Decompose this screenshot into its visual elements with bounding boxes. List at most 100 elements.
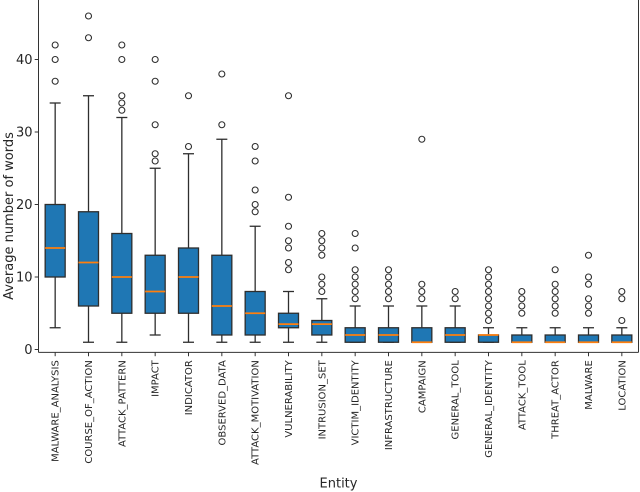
flier-point <box>318 287 326 296</box>
x-tick-label: GENERAL_IDENTITY <box>484 359 495 457</box>
y-axis-label: Average number of words <box>2 132 17 300</box>
x-tick-label: GENERAL_TOOL <box>451 360 462 440</box>
x-tick-label: THREAT_ACTOR <box>551 360 562 440</box>
flier-point <box>351 273 359 281</box>
flier-point <box>384 266 393 274</box>
x-tick-label: ATTACK_PATTERN <box>117 360 128 447</box>
box <box>277 312 300 329</box>
flier-point <box>51 55 59 64</box>
flier-point <box>384 295 393 303</box>
flier-point <box>618 295 626 303</box>
x-tick-label: CAMPAIGN <box>417 360 428 413</box>
flier-point <box>51 41 59 49</box>
flier-point <box>484 309 493 317</box>
x-tick-label: INTRUSION_SET <box>317 359 328 439</box>
flier-point <box>151 55 159 64</box>
flier-point <box>551 302 559 310</box>
flier-point <box>351 266 359 274</box>
y-tick-label: 40 <box>16 53 33 68</box>
flier-point <box>618 287 626 296</box>
flier-point <box>484 266 493 274</box>
flier-point <box>551 309 559 317</box>
flier-point <box>318 244 326 252</box>
flier-point <box>251 200 259 209</box>
flier-point <box>118 92 126 100</box>
flier-point <box>251 186 259 194</box>
flier-point <box>51 77 59 85</box>
flier-point <box>584 280 593 288</box>
y-tick-label: 20 <box>16 198 33 213</box>
flier-point <box>284 222 293 230</box>
flier-point <box>118 41 126 49</box>
x-tick-label: ATTACK_MOTIVATION <box>251 360 262 465</box>
flier-point <box>618 316 626 325</box>
flier-point <box>218 121 226 129</box>
x-axis-label: Entity <box>320 477 358 492</box>
plot-area: 0 10 20 30 40 MALWARE_ANALYSIS COURSE_OF_ACTIO… <box>16 0 639 465</box>
flier-point <box>118 99 126 107</box>
flier-point <box>551 266 559 274</box>
flier-point <box>584 302 593 310</box>
flier-point <box>251 208 259 216</box>
x-tick-label: INFRASTRUCTURE <box>384 360 395 450</box>
y-tick-label: 0 <box>24 343 32 358</box>
flier-point <box>484 280 493 288</box>
flier-point <box>284 193 293 201</box>
flier-point <box>418 295 426 303</box>
flier-point <box>118 55 126 64</box>
flier-point <box>184 142 193 151</box>
flier-point <box>284 258 293 267</box>
box <box>477 334 500 343</box>
x-tick-label: IMPACT <box>151 359 162 397</box>
box <box>411 327 433 343</box>
flier-point <box>518 287 526 296</box>
flier-point <box>318 280 326 288</box>
x-tick-label: VULNERABILITY <box>284 359 295 437</box>
box <box>577 334 600 343</box>
flier-point <box>351 244 359 252</box>
flier-point <box>551 287 559 296</box>
flier-point <box>484 316 493 325</box>
flier-point <box>251 142 259 151</box>
flier-point <box>418 287 426 296</box>
x-tick-label: INDICATOR <box>184 360 195 415</box>
box <box>311 319 333 336</box>
flier-point <box>418 280 426 288</box>
x-tick-label: LOCATION <box>617 360 628 411</box>
flier-point <box>251 157 259 165</box>
flier-point <box>284 266 293 274</box>
flier-point <box>284 92 293 100</box>
flier-point <box>518 309 526 317</box>
x-tick-label: MALWARE <box>584 360 595 410</box>
flier-point <box>318 273 326 281</box>
flier-point <box>84 12 93 20</box>
box <box>144 254 166 314</box>
flier-point <box>118 106 126 114</box>
x-tick-label: COURSE_OF_ACTION <box>84 360 95 463</box>
box <box>77 211 100 307</box>
flier-point <box>351 229 359 238</box>
flier-point <box>418 135 426 143</box>
flier-point <box>584 251 593 259</box>
flier-point <box>551 280 559 288</box>
flier-point <box>284 237 293 245</box>
box <box>544 334 566 343</box>
flier-point <box>351 287 359 296</box>
flier-point <box>351 295 359 303</box>
flier-point <box>151 121 159 129</box>
x-tick-label: MALWARE_ANALYSIS <box>51 360 62 462</box>
x-tick-label: OBSERVED_DATA <box>217 360 228 445</box>
flier-point <box>451 287 459 296</box>
flier-point <box>84 34 93 42</box>
y-tick-label: 30 <box>16 126 33 141</box>
flier-point <box>151 157 159 165</box>
flier-point <box>151 150 159 158</box>
x-tick-label: VICTIM_IDENTITY <box>351 359 362 445</box>
flier-point <box>484 302 493 310</box>
flier-point <box>384 287 393 296</box>
flier-point <box>551 295 559 303</box>
box <box>111 232 133 314</box>
flier-point <box>284 244 293 252</box>
